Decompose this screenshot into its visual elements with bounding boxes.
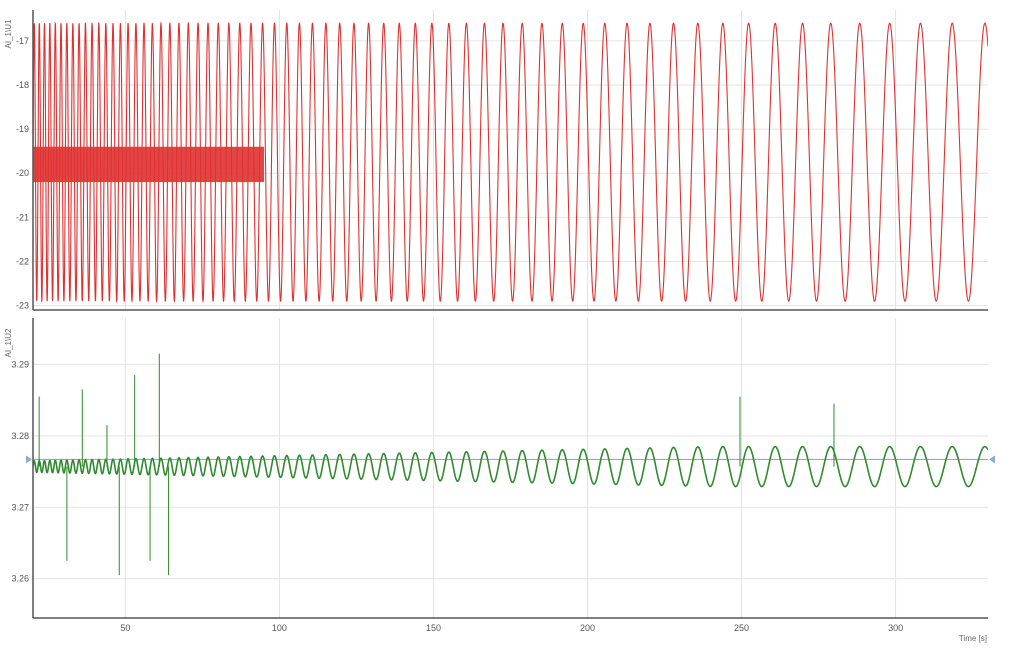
x-tick-label: 300 [888,623,903,633]
bottom-y-tick-label: 3.28 [11,431,29,441]
bottom-y-tick-labels: 3.29 3.28 3.27 3.26 [11,359,29,583]
top-y-tick-label: -17 [16,36,29,46]
top-y-axis-label: AI_1\U1 [4,19,13,48]
x-tick-label: 200 [580,623,595,633]
top-panel: -17 -18 -19 -20 -21 -22 -23 AI_1\U1 [4,10,988,311]
top-series-line [33,21,988,304]
top-y-tick-label: -21 [16,212,29,222]
reference-marker-left[interactable] [26,455,32,464]
top-y-tick-label: -18 [16,80,29,90]
top-y-tick-label: -20 [16,168,29,178]
x-tick-label: 50 [120,623,130,633]
bottom-y-tick-label: 3.27 [11,502,29,512]
top-y-tick-label: -22 [16,256,29,266]
bottom-series-line [33,445,988,488]
x-tick-label: 250 [734,623,749,633]
bottom-y-tick-label: 3.29 [11,359,29,369]
x-axis-label: Time [s] [959,634,987,643]
top-y-tick-label: -19 [16,124,29,134]
bottom-series-u2 [33,353,988,576]
x-tick-label: 100 [272,623,287,633]
top-y-tick-label: -23 [16,301,29,311]
x-tick-label: 150 [426,623,441,633]
top-burst-band [33,146,265,183]
bottom-y-tick-label: 3.26 [11,574,29,584]
top-y-tick-labels: -17 -18 -19 -20 -21 -22 -23 [16,36,29,311]
top-series-u1 [33,21,988,304]
bottom-panel: 3.29 3.28 3.27 3.26 50 100 150 200 250 300 AI_1\… [4,318,995,643]
reference-marker-right[interactable] [989,455,995,464]
x-tick-labels: 50 100 150 200 250 300 [120,623,903,633]
bottom-y-axis-label: AI_1\U2 [4,328,13,357]
